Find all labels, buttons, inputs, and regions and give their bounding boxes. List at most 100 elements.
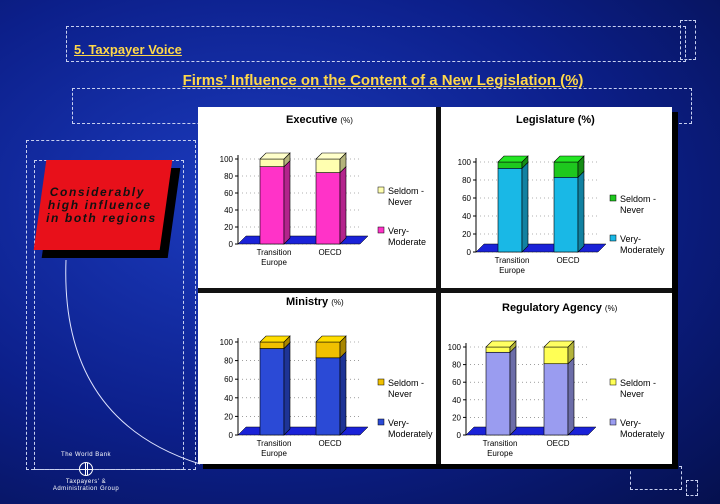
chart-title-unit: (%): [331, 298, 344, 307]
legend-label: Moderately: [388, 429, 433, 439]
bar-segment-side: [509, 345, 517, 436]
x-tick-label: Transition: [257, 248, 292, 257]
bar-segment: [497, 161, 523, 169]
x-tick-label: OECD: [546, 439, 569, 448]
x-tick-label: Europe: [499, 266, 525, 275]
legend-label: Very-: [620, 418, 641, 428]
bar-segment: [315, 341, 341, 359]
legend-label: Moderately: [620, 245, 665, 255]
y-tick-label: 60: [224, 189, 233, 198]
logo-text: Taxpayers' &: [65, 479, 107, 485]
chart-title: Legislature (%): [516, 114, 595, 126]
y-tick-label: 20: [462, 230, 471, 239]
logo-text: Administration Group: [52, 486, 120, 492]
bar-segment: [553, 177, 579, 253]
chart-title: Ministry (%): [286, 296, 344, 308]
x-tick-label: Transition: [495, 256, 530, 265]
legend-label: Moderately: [620, 429, 665, 439]
bar-segment-side: [339, 165, 347, 245]
chart-title: Regulatory Agency (%): [502, 302, 618, 314]
legend-swatch: [377, 226, 385, 234]
x-tick-label: Europe: [487, 449, 513, 458]
bar-segment: [485, 351, 511, 436]
y-tick-label: 40: [462, 212, 471, 221]
chart-floor: [237, 426, 369, 436]
bar-segment-top: [543, 340, 575, 348]
legend-swatch: [609, 234, 617, 242]
world-bank-logo: The World Bank Taxpayers' & Administrati…: [40, 452, 132, 493]
bar-segment: [543, 346, 569, 365]
y-tick-label: 40: [224, 394, 233, 403]
bar-segment-top: [315, 152, 347, 160]
chart-title: Executive (%): [286, 114, 353, 126]
y-tick-label: 100: [458, 158, 472, 167]
frame-top-right: [680, 20, 696, 60]
legend-swatch: [377, 378, 385, 386]
y-tick-label: 0: [467, 248, 472, 257]
y-tick-label: 80: [452, 361, 461, 370]
bar-segment: [543, 363, 569, 436]
y-tick-label: 0: [229, 240, 234, 249]
legend-label: Very-: [388, 418, 409, 428]
bar-segment: [315, 172, 341, 245]
bar-segment-top: [259, 335, 291, 343]
charts-svg: Executive (%)020406080100TransitionEurop…: [198, 107, 672, 464]
bar-segment-side: [567, 356, 575, 436]
bar-segment: [553, 161, 579, 178]
x-tick-label: Transition: [483, 439, 518, 448]
x-tick-label: OECD: [318, 439, 341, 448]
bar-segment-top: [315, 335, 347, 343]
legend-label: Very-: [388, 226, 409, 236]
chart-floor: [475, 243, 607, 253]
chart-floor: [237, 235, 369, 245]
bar-segment: [259, 348, 285, 436]
legend-label: Seldom -: [620, 378, 656, 388]
bar-segment: [259, 158, 285, 167]
x-tick-label: Europe: [261, 449, 287, 458]
callout-box: Considerably high influence in both regi…: [33, 160, 173, 250]
bar-segment: [259, 166, 285, 245]
chart-title-unit: (%): [605, 304, 618, 313]
bar-segment: [315, 158, 341, 173]
logo-text: The World Bank: [61, 452, 111, 458]
legend-label: Moderate: [388, 237, 426, 247]
legend-label: Never: [388, 197, 412, 207]
chart-title-unit: (%): [340, 116, 353, 125]
bar-segment-top: [485, 340, 517, 348]
legend-swatch: [609, 418, 617, 426]
bar-segment: [315, 357, 341, 436]
x-tick-label: OECD: [556, 256, 579, 265]
panel-divider-vertical: [436, 107, 441, 464]
legend-swatch: [609, 378, 617, 386]
frame-bottom-right: [630, 466, 682, 490]
section-label: 5. Taxpayer Voice: [74, 42, 182, 57]
legend-label: Never: [620, 205, 644, 215]
y-tick-label: 80: [224, 172, 233, 181]
legend-label: Seldom -: [388, 186, 424, 196]
x-tick-label: OECD: [318, 248, 341, 257]
bar-segment-side: [283, 159, 291, 245]
bar-segment-top: [259, 152, 291, 160]
y-tick-label: 40: [224, 206, 233, 215]
bar-segment-side: [339, 351, 347, 436]
y-tick-label: 0: [457, 431, 462, 440]
chart-floor: [465, 426, 597, 436]
chart-panel: Executive (%) 0 20 40 60 80 100 Transition Europ…: [198, 107, 672, 464]
y-tick-label: 40: [452, 396, 461, 405]
x-tick-label: Europe: [261, 258, 287, 267]
y-tick-label: 100: [220, 155, 234, 164]
y-tick-label: 100: [220, 338, 234, 347]
bar-segment: [485, 346, 511, 353]
bar-segment: [497, 167, 523, 253]
y-tick-label: 80: [224, 357, 233, 366]
y-tick-label: 20: [224, 223, 233, 232]
panel-shadow: [203, 464, 678, 469]
globe-icon: [79, 462, 93, 476]
bar-segment: [259, 341, 285, 349]
y-tick-label: 60: [452, 378, 461, 387]
legend-label: Never: [620, 389, 644, 399]
y-tick-label: 20: [452, 413, 461, 422]
legend-swatch: [377, 186, 385, 194]
y-tick-label: 20: [224, 412, 233, 421]
bar-segment-top: [553, 155, 585, 163]
